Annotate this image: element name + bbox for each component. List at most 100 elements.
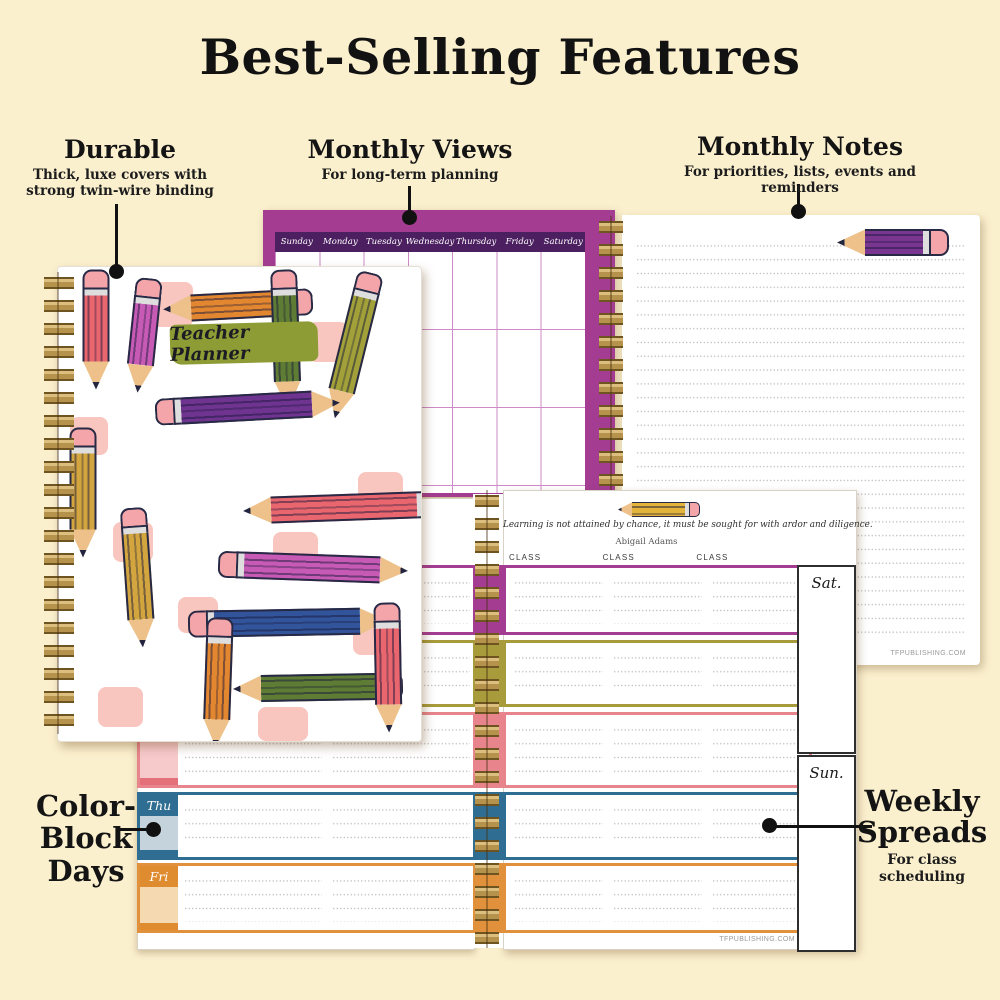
pencil-eraser <box>119 506 148 527</box>
watermark: TFPUBLISHING.COM <box>890 650 966 657</box>
pencil-illustration <box>124 276 163 394</box>
writing-lines <box>613 576 702 624</box>
sunday-box: Sun. <box>797 755 856 952</box>
weekday-label: Saturday <box>543 237 583 247</box>
pencil-tip <box>162 294 191 322</box>
pencil-illustration <box>837 229 949 256</box>
pencil-tip <box>375 704 402 732</box>
connector-line <box>408 186 411 212</box>
pencil-tip <box>124 363 154 394</box>
pencil-tip <box>202 719 230 742</box>
saturday-box: Sat. <box>797 565 856 754</box>
pencil-eraser <box>187 610 207 638</box>
day-row-right-segment <box>503 640 812 707</box>
pencil-ferrule <box>172 397 182 425</box>
writing-lines <box>514 576 603 624</box>
writing-lines <box>514 803 603 849</box>
pencil-illustration <box>217 550 409 585</box>
class-header: CLASS <box>509 553 542 562</box>
writing-lines <box>613 651 702 696</box>
connector-line <box>797 184 800 206</box>
pencil-illustration <box>154 389 340 426</box>
weekday-label: Wednesday <box>405 237 455 247</box>
pencil-body <box>126 302 161 367</box>
writing-lines <box>184 803 322 849</box>
weekday-label: Tuesday <box>365 237 402 247</box>
pencil-ferrule <box>270 287 298 296</box>
writing-lines <box>514 651 603 696</box>
callout-subtext: For long-term planning <box>321 166 499 183</box>
pencil-eraser <box>270 269 298 289</box>
pencil-ferrule <box>373 620 401 629</box>
day-row-left-segment: Thu <box>137 792 479 860</box>
pencil-ferrule <box>923 229 931 256</box>
writing-lines <box>332 874 470 922</box>
pencil-tip <box>379 556 408 584</box>
callout-subtext: Thick, luxe covers with strong twin-wire… <box>26 166 214 200</box>
pencil-eraser <box>206 617 234 636</box>
spiral-binding <box>599 216 623 494</box>
day-row-left-segment: Fri <box>137 863 479 933</box>
writing-lines <box>332 803 470 849</box>
weekly-day-row-thursday: Thu <box>137 792 855 860</box>
day-label: Sat. <box>811 574 842 592</box>
pencil-tip <box>83 362 110 390</box>
connector-line <box>115 204 118 266</box>
connector-dot <box>402 210 417 225</box>
callout-durable: Durable Thick, luxe covers with strong t… <box>25 136 215 200</box>
pencil-illustration <box>373 602 402 732</box>
highlight-swatch <box>98 687 143 727</box>
writing-lines <box>514 874 603 922</box>
weekday-label: Thursday <box>455 237 497 247</box>
writing-lines <box>613 803 702 849</box>
calendar-weekday-header: Sunday Monday Tuesday Wednesday Thursday… <box>275 232 585 252</box>
pencil-body <box>632 502 685 517</box>
pencil-illustration <box>82 269 110 390</box>
pencil-tip <box>837 229 865 256</box>
pencil-tip <box>243 497 272 525</box>
pencil-tip <box>233 675 261 702</box>
callout-heading: Weekly Spreads <box>856 784 988 850</box>
pencil-tip <box>127 618 156 648</box>
pencil-illustration <box>243 491 421 525</box>
callout-heading: Durable <box>63 135 177 164</box>
writing-lines <box>712 874 801 922</box>
callout-monthly-notes: Monthly Notes For priorities, lists, eve… <box>645 133 955 197</box>
pencil-illustration <box>618 502 700 517</box>
day-label: Sun. <box>809 764 844 782</box>
spiral-binding <box>475 490 499 948</box>
quote-attribution: Abigail Adams <box>615 537 678 547</box>
connector-dot <box>762 818 777 833</box>
connector-line <box>118 828 150 831</box>
pencil-body <box>373 628 403 705</box>
pencil-eraser <box>931 229 949 256</box>
day-row-right-segment <box>503 712 812 788</box>
day-label-band: Fri <box>140 866 178 887</box>
day-row-right-segment <box>503 792 812 860</box>
pencil-body <box>82 295 110 362</box>
pencil-eraser <box>154 397 174 426</box>
highlight-swatch <box>258 707 308 741</box>
pencil-eraser <box>82 269 110 288</box>
pencil-eraser <box>690 502 700 517</box>
watermark: TFPUBLISHING.COM <box>719 936 795 943</box>
weekday-label: Sunday <box>280 237 313 247</box>
page-title: Best-Selling Features <box>199 28 801 86</box>
twin-wire-binding <box>44 272 74 734</box>
pencil-eraser <box>134 276 163 298</box>
writing-lines <box>712 723 801 777</box>
day-color-block: Fri <box>140 866 178 930</box>
day-row-right-segment <box>503 565 812 635</box>
connector-line <box>776 825 872 828</box>
class-header: CLASS <box>696 553 729 562</box>
connector-dot <box>791 204 806 219</box>
pencil-ferrule <box>82 287 110 296</box>
pencil-eraser <box>373 602 401 621</box>
pencil-body <box>180 390 313 425</box>
callout-heading: Color-Block Days <box>35 789 137 888</box>
writing-lines <box>613 723 702 777</box>
day-label-band: Thu <box>140 795 178 816</box>
callout-color-block-days: Color-Block Days <box>28 789 144 888</box>
pencil-eraser <box>217 550 237 579</box>
class-column-headers: CLASS CLASS CLASS <box>509 553 790 562</box>
